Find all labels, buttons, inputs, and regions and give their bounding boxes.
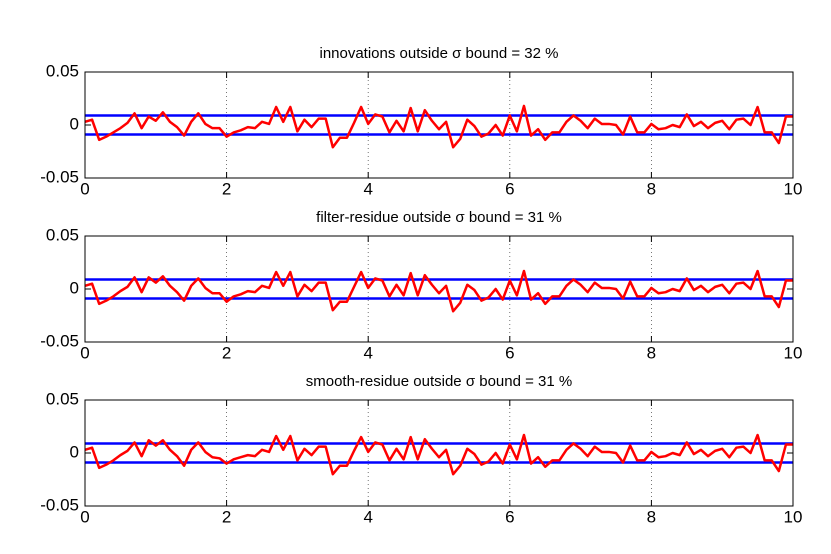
x-tick-label: 0 [80,179,89,198]
x-tick-label: 2 [222,343,231,362]
axes-box [84,399,794,507]
x-tick-label: 6 [505,507,514,526]
plot-area [85,400,793,506]
y-tick-label: -0.05 [40,167,79,186]
x-tick-label: 4 [363,179,372,198]
x-tick-label: 10 [784,507,803,526]
subplot-title: filter-residue outside σ bound = 31 % [316,209,562,226]
subplot-title: smooth-residue outside σ bound = 31 % [306,373,573,390]
data-line [84,433,793,476]
plot-area [85,236,793,342]
subplot: filter-residue outside σ bound = 31 % 0 2 4… [40,209,802,363]
x-tick-label: 2 [222,507,231,526]
x-tick-label: 10 [784,343,803,362]
x-tick-label: 8 [647,507,656,526]
x-tick-label: 8 [647,179,656,198]
x-tick-label: 0 [80,343,89,362]
y-tick-label: 0 [70,442,79,461]
x-tick-label: 0 [80,507,89,526]
y-tick-label: 0.05 [46,389,79,408]
subplot-title: innovations outside σ bound = 32 % [319,45,558,62]
x-tick-label: 2 [222,179,231,198]
subplot: smooth-residue outside σ bound = 31 % 0 2 4… [40,373,802,527]
y-tick-label: 0.05 [46,225,79,244]
y-tick-label: 0.05 [46,61,79,80]
x-tick-label: 4 [363,343,372,362]
axes-box [84,71,794,179]
x-tick-label: 10 [784,179,803,198]
y-tick-label: -0.05 [40,331,79,350]
x-tick-label: 6 [505,179,514,198]
x-tick-label: 4 [363,507,372,526]
axes-box [84,235,794,343]
x-tick-label: 8 [647,343,656,362]
y-tick-label: 0 [70,278,79,297]
subplot: innovations outside σ bound = 32 % 0 2 4 6 8 1… [40,45,802,199]
data-line [84,104,793,149]
y-tick-label: -0.05 [40,495,79,514]
data-line [84,269,793,313]
plot-area [85,72,793,178]
x-tick-label: 6 [505,343,514,362]
y-tick-label: 0 [70,114,79,133]
